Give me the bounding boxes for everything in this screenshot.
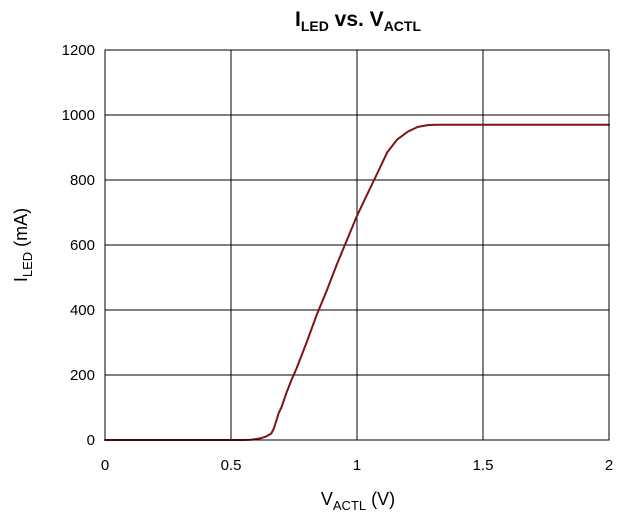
title-mid-subscript: ACTL <box>384 18 422 34</box>
y-axis-label-main: I <box>11 277 31 282</box>
x-axis-label: VACTL (V) <box>321 489 395 513</box>
x-tick-label: 0.5 <box>221 457 242 474</box>
y-axis-label-unit: (mA) <box>11 208 31 252</box>
title-main: I <box>295 8 301 31</box>
x-tick-label: 1.5 <box>473 457 494 474</box>
y-tick-label: 200 <box>70 367 95 384</box>
y-tick-label: 1000 <box>62 107 95 124</box>
x-axis-label-unit: (V) <box>366 489 395 509</box>
y-tick-label: 1200 <box>62 42 95 59</box>
plot-area-border <box>104 49 610 441</box>
y-tick-label: 400 <box>70 302 95 319</box>
y-axis-label-subscript: LED <box>20 252 35 277</box>
title-main-subscript: LED <box>301 18 329 34</box>
y-tick-label: 600 <box>70 237 95 254</box>
x-tick-label: 2 <box>605 457 613 474</box>
x-axis-label-main: V <box>321 489 333 509</box>
grid-lines <box>104 49 610 441</box>
tick-labels: 0 0.5 1 1.5 2 0 200 400 600 800 1000 1200 <box>62 42 614 474</box>
x-axis-label-subscript: ACTL <box>333 498 366 513</box>
y-axis-label: ILED (mA) <box>11 208 35 282</box>
x-tick-label: 0 <box>101 457 109 474</box>
y-tick-label: 800 <box>70 172 95 189</box>
chart-title: ILED vs. VACTL <box>295 8 421 34</box>
x-tick-label: 1 <box>353 457 361 474</box>
title-mid: vs. V <box>329 8 384 31</box>
y-tick-label: 0 <box>87 432 95 449</box>
